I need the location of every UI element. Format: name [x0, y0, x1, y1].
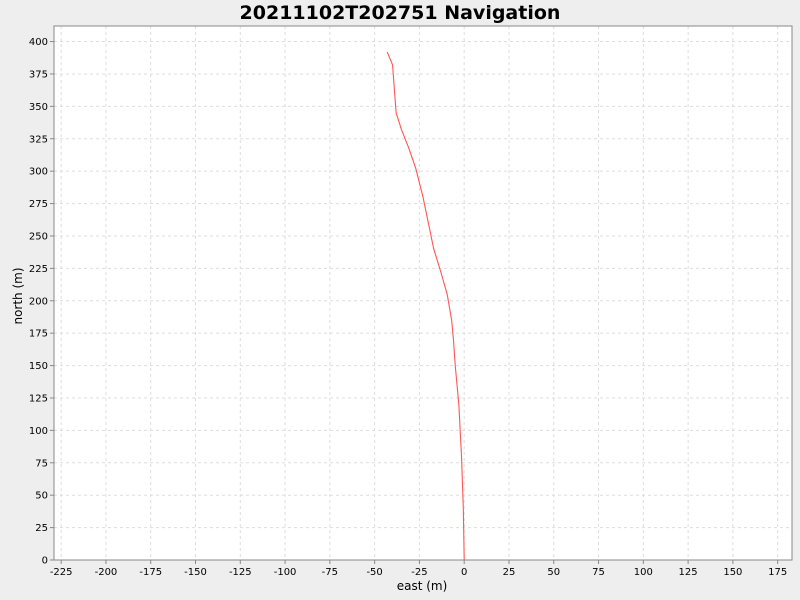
y-tick-label: 250: [29, 231, 48, 242]
x-tick-label: 125: [679, 567, 698, 578]
y-tick-label: 175: [29, 329, 48, 340]
y-tick-label: 350: [29, 102, 48, 113]
x-tick-label: 100: [634, 567, 653, 578]
y-tick-label: 150: [29, 361, 48, 372]
chart-title: 20211102T202751 Navigation: [240, 2, 561, 24]
x-tick-label: -50: [366, 567, 382, 578]
plot-area: [54, 26, 792, 560]
axes: -225 -200 -175 -150 -125 -100 -75 -50 -25 0 25 50 75…: [29, 25, 793, 578]
y-tick-label: 50: [35, 491, 48, 502]
y-tick-label: 200: [29, 296, 48, 307]
x-tick-label: -25: [411, 567, 427, 578]
x-tick-label: 175: [768, 567, 787, 578]
x-tick-label: -150: [184, 567, 207, 578]
x-tick-label: -175: [139, 567, 162, 578]
x-axis-label: east (m): [397, 579, 448, 593]
track-line: [386, 51, 465, 561]
x-tick-label: -200: [95, 567, 118, 578]
series-layer: [386, 51, 465, 561]
y-axis-label: north (m): [11, 267, 25, 324]
y-tick-label: 375: [29, 69, 48, 80]
y-tick-label: 0: [42, 556, 48, 567]
y-tick-label: 25: [35, 523, 48, 534]
plot-border: [53, 25, 793, 561]
x-tick-label: 0: [461, 567, 467, 578]
x-tick-label: -75: [322, 567, 338, 578]
y-tick-label: 325: [29, 134, 48, 145]
y-tick-label: 75: [35, 458, 48, 469]
x-tick-label: -225: [50, 567, 73, 578]
y-tick-label: 125: [29, 393, 48, 404]
grid-lines: [54, 26, 792, 561]
y-tick-label: 300: [29, 167, 48, 178]
y-tick-label: 275: [29, 199, 48, 210]
x-tick-label: 150: [723, 567, 742, 578]
x-tick-label: 25: [503, 567, 516, 578]
x-tick-label: -125: [229, 567, 252, 578]
y-tick-label: 100: [29, 426, 48, 437]
x-tick-label: -100: [274, 567, 297, 578]
x-tick-label: 50: [547, 567, 560, 578]
y-tick-label: 400: [29, 37, 48, 48]
x-tick-label: 75: [592, 567, 605, 578]
y-tick-label: 225: [29, 264, 48, 275]
